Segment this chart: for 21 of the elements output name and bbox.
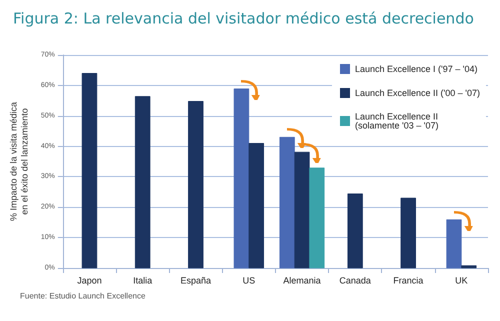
x-tick-label: Francia [393, 276, 424, 286]
bar [400, 198, 416, 268]
bar [294, 152, 310, 268]
legend-label: Launch Excellence II (solamente '03 – '07) [354, 112, 438, 130]
x-tick-label: UK [455, 276, 468, 286]
x-tick-label: Alemania [283, 276, 321, 286]
bar [309, 168, 325, 268]
bar [82, 73, 98, 268]
legend-label: Launch Excellence II ('00 – '07) [354, 88, 480, 98]
legend-label: Launch Excellence I ('97 – '04) [354, 64, 478, 74]
chart-title: Figura 2: La relevancia del visitador médico está decreciendo [13, 10, 474, 28]
x-tick-label: Japon [77, 276, 102, 286]
y-axis-title: % Impacto de la visita médica en el éxito del lanzamiento [8, 102, 30, 222]
x-tick-label: US [242, 276, 256, 286]
bar [188, 101, 204, 268]
bar [347, 194, 363, 268]
x-tick-label: Canada [339, 276, 371, 286]
x-tick-label: España [180, 276, 212, 286]
bar [134, 96, 150, 268]
source-note: Fuente: Estudio Launch Excellence [20, 292, 146, 300]
x-tick-label: Italia [133, 276, 152, 286]
